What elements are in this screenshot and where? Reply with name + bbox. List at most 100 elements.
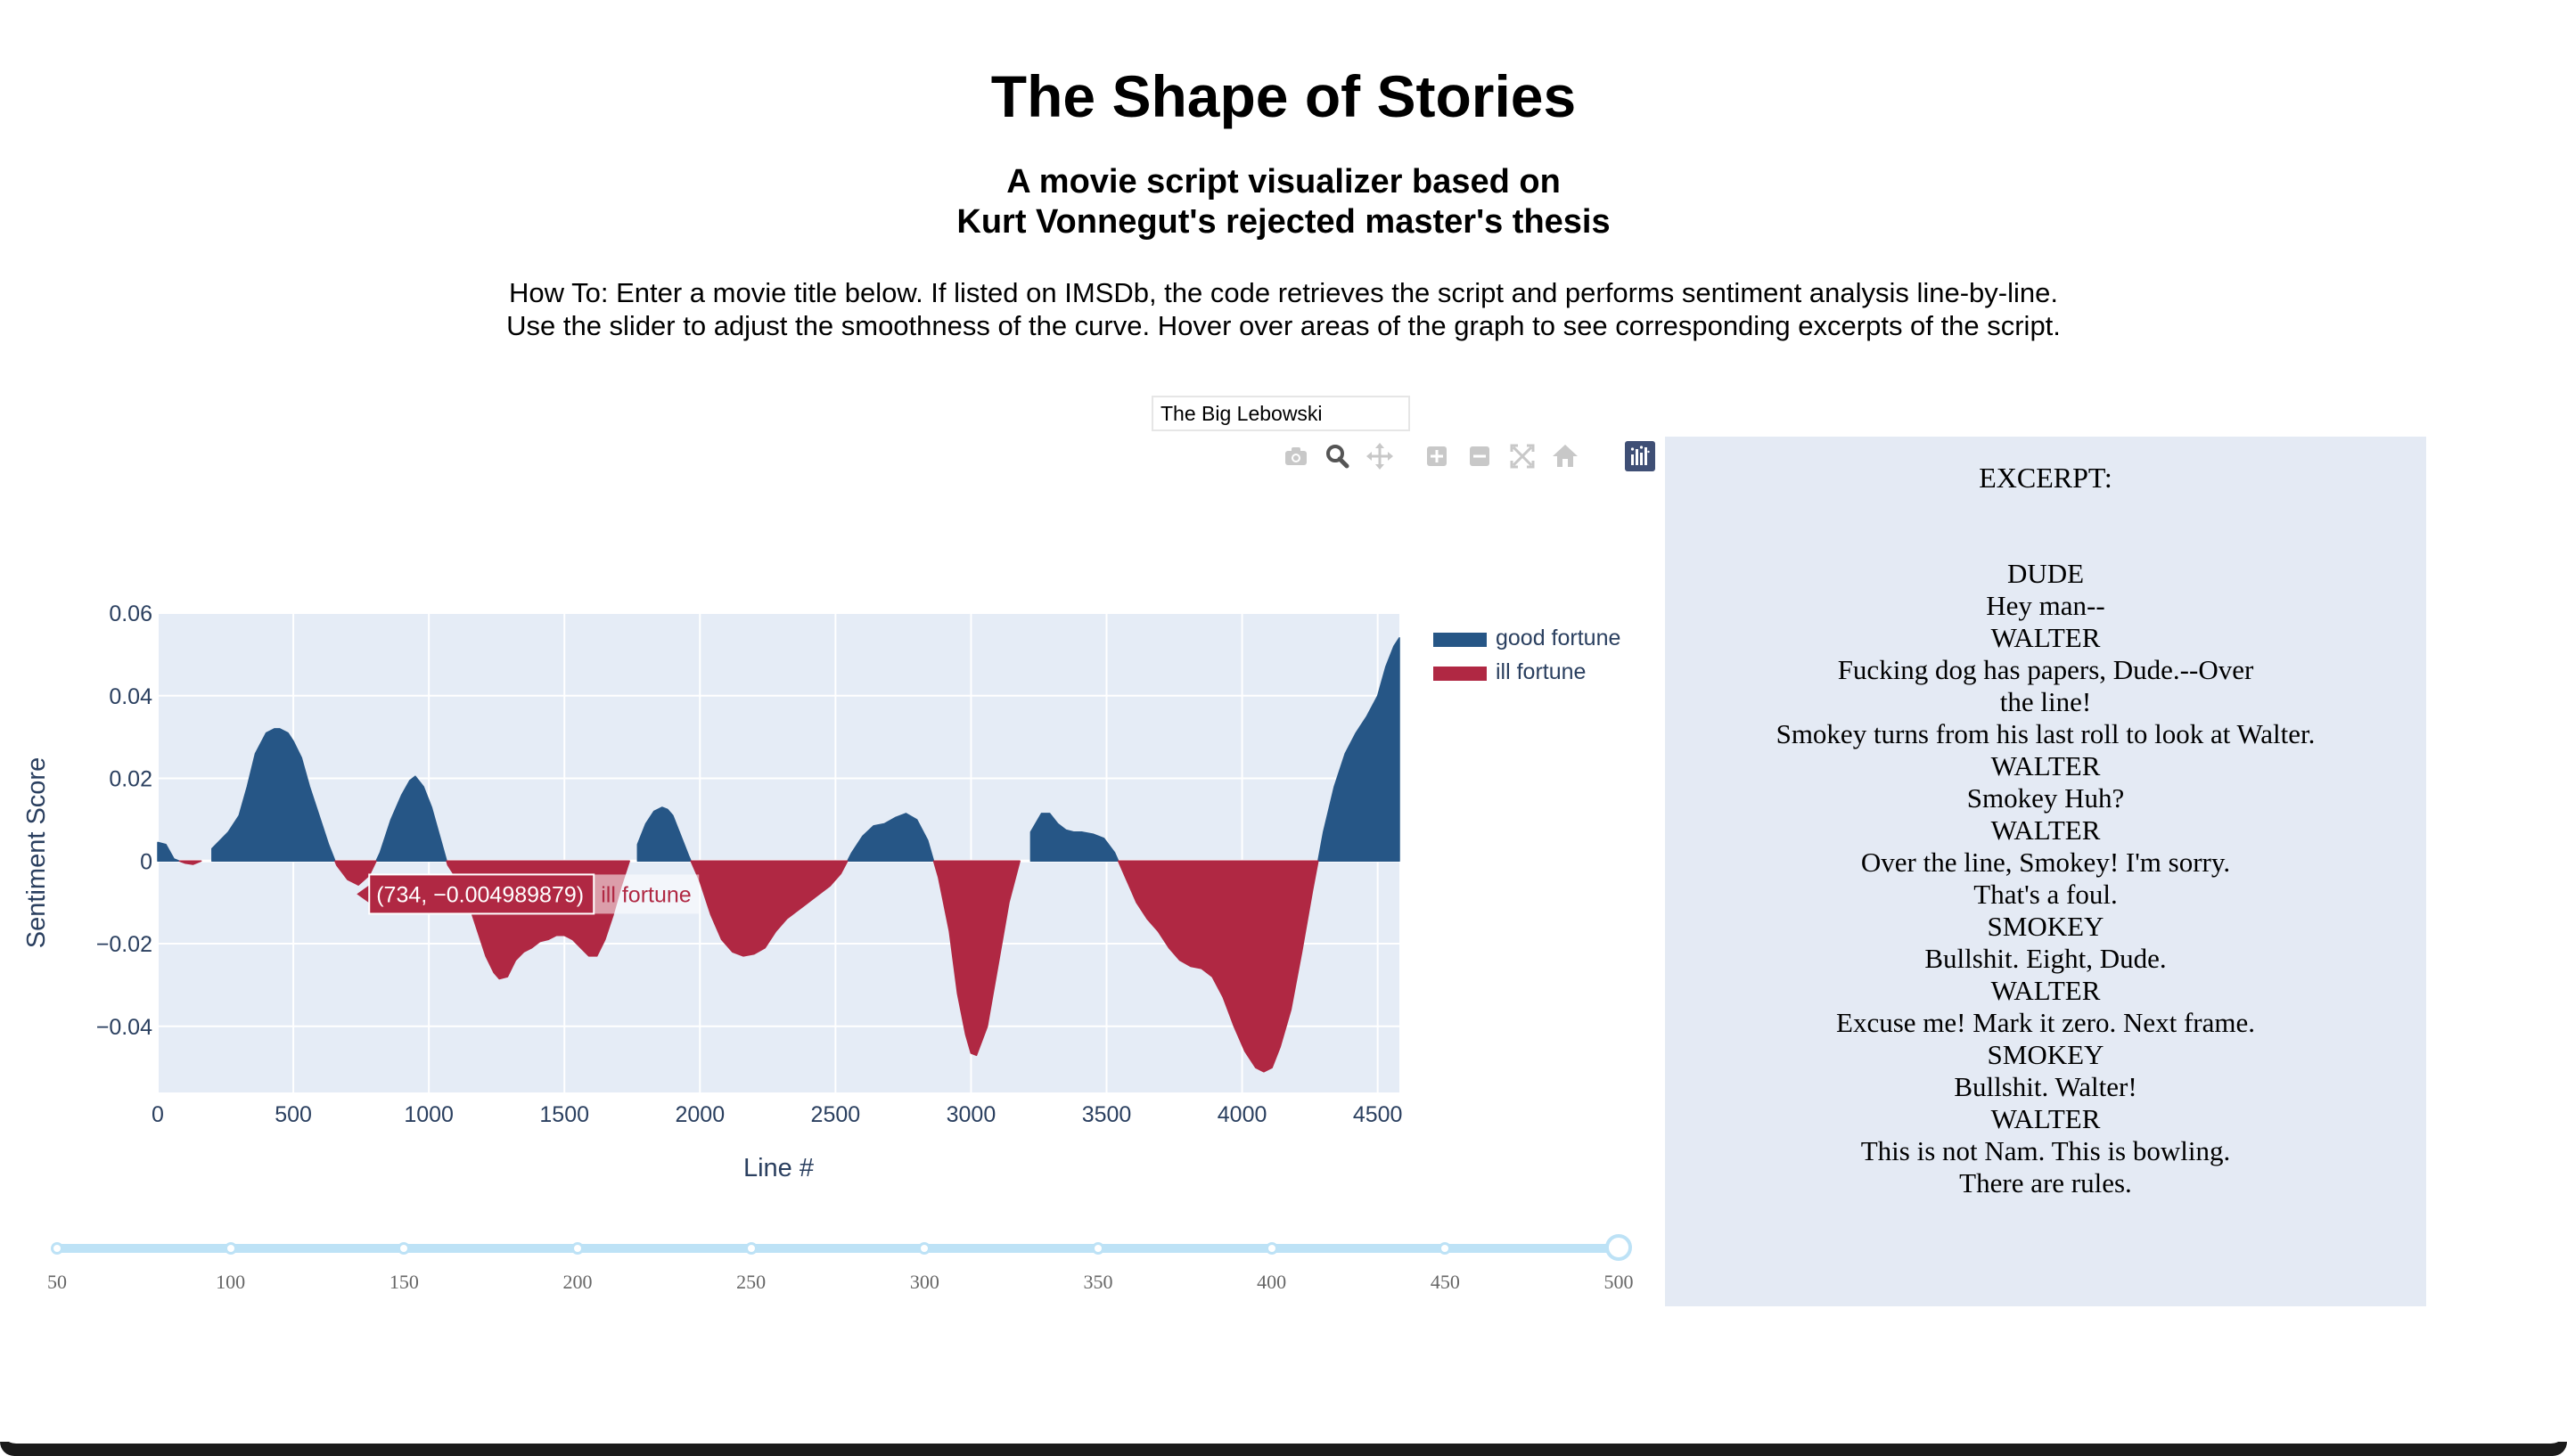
excerpt-line: WALTER [1990,622,2101,653]
excerpt-lines: DUDE Hey man-- WALTER Fucking dog has paper… [1665,558,2426,1199]
good-fortune-area[interactable] [1029,813,1119,863]
x-tick-label: 3500 [1082,1102,1132,1127]
excerpt-heading: EXCERPT: [1979,462,2112,494]
ill-fortune-area[interactable] [178,860,202,865]
excerpt-line: Excuse me! Mark it zero. Next frame. [1836,1007,2255,1038]
good-fortune-area[interactable] [1317,637,1400,863]
good-fortune-area[interactable] [636,806,692,863]
y-tick-label: −0.04 [96,1015,152,1040]
pan-icon[interactable] [1364,440,1396,472]
sentiment-chart[interactable]: 0 500 1000 1500 2000 2500 3000 3500 4000 4500 −0.0… [0,481,1658,1283]
legend-label-ill: ill fortune [1496,659,1587,684]
excerpt-line: Smokey turns from his last roll to look … [1776,718,2316,749]
excerpt-line: SMOKEY [1987,911,2104,942]
movie-title-input[interactable] [1152,396,1410,431]
excerpt-line: Smokey Huh? [1966,782,2125,814]
plotly-logo-icon[interactable] [1624,440,1656,472]
window-frame-inner [0,1426,2567,1444]
x-tick-label: 4500 [1353,1102,1403,1127]
excerpt-line: This is not Nam. This is bowling. [1860,1135,2231,1166]
zoom-out-icon[interactable] [1464,440,1496,472]
home-icon[interactable] [1549,440,1581,472]
excerpt-line: DUDE [2006,558,2085,589]
slider-mark-label: 50 [47,1271,67,1293]
excerpt-line: Hey man-- [1986,590,2105,621]
excerpt-line: That's a foul. [1973,879,2118,910]
excerpt-line: WALTER [1990,1103,2101,1134]
camera-icon[interactable] [1280,440,1312,472]
excerpt-line: Bullshit. Walter! [1954,1071,2137,1102]
slider-mark-label: 200 [562,1271,593,1293]
smoothness-slider[interactable]: 50 100 150 200 250 300 350 400 450 500 [47,1234,1634,1306]
slider-mark-label: 500 [1603,1271,1634,1293]
slider-dot[interactable] [1092,1242,1104,1255]
legend-swatch-good [1433,633,1487,647]
y-axis-title: Sentiment Score [22,757,51,948]
x-tick-label: 2000 [675,1102,725,1127]
slider-track[interactable] [57,1244,1619,1253]
slider-dot[interactable] [51,1242,63,1255]
ill-fortune-area[interactable] [334,860,377,886]
excerpt-line: WALTER [1990,814,2101,846]
slider-handle[interactable] [1605,1234,1632,1261]
slider-mark-label: 300 [909,1271,939,1293]
hover-pointer [357,885,370,904]
page-title: The Shape of Stories [990,63,1577,129]
ill-fortune-area[interactable] [932,860,1021,1057]
excerpt-line: SMOKEY [1987,1039,2104,1070]
slider-dot[interactable] [1265,1242,1278,1255]
slider-mark-label: 250 [736,1271,767,1293]
slider-mark-label: 150 [389,1271,419,1293]
subtitle-line-1: A movie script visualizer based on [1006,163,1561,200]
legend-swatch-ill [1433,667,1487,681]
excerpt-line: Fucking dog has papers, Dude.--Over [1837,654,2254,685]
window-frame-edge [0,1442,2567,1456]
zoom-icon[interactable] [1321,440,1353,472]
excerpt-line: the line! [1999,686,2092,717]
good-fortune-area[interactable] [157,841,181,863]
y-tick-label: 0.04 [109,684,152,709]
slider-dot[interactable] [1439,1242,1452,1255]
excerpt-line: WALTER [1990,975,2101,1006]
instructions-line-1: How To: Enter a movie title below. If li… [509,277,2058,308]
x-tick-label: 500 [275,1102,312,1127]
instructions-line-2: Use the slider to adjust the smoothness … [506,310,2061,341]
slider-mark-label: 450 [1430,1271,1460,1293]
x-tick-label: 1500 [539,1102,589,1127]
slider-mark-label: 400 [1257,1271,1287,1293]
ill-fortune-area[interactable] [1117,860,1319,1073]
x-tick-label: 1000 [404,1102,454,1127]
good-fortune-area[interactable] [375,775,447,863]
slider-mark-label: 350 [1083,1271,1113,1293]
slider-dot[interactable] [398,1242,411,1255]
y-tick-label: 0.06 [109,601,152,626]
legend-label-good: good fortune [1496,626,1621,650]
excerpt-panel: EXCERPT: DUDE Hey man-- WALTER Fucking dog … [1665,437,2426,1306]
x-tick-label: 4000 [1218,1102,1267,1127]
slider-dot[interactable] [224,1242,237,1255]
instructions: How To: Enter a movie title below. If li… [0,276,2567,342]
hover-series-label: ill fortune [601,882,691,907]
slider-mark-label: 100 [216,1271,246,1293]
excerpt-line: Bullshit. Eight, Dude. [1924,943,2167,974]
y-tick-label: −0.02 [96,932,152,957]
good-fortune-area[interactable] [211,728,336,863]
slider-dot[interactable] [571,1242,584,1255]
slider-dot[interactable] [918,1242,931,1255]
excerpt-line: Over the line, Smokey! I'm sorry. [1860,847,2231,878]
plot-background[interactable] [158,613,1399,1092]
x-tick-label: 2500 [811,1102,861,1127]
zoom-in-icon[interactable] [1421,440,1453,472]
autoscale-icon[interactable] [1506,440,1538,472]
hover-value-label: (734, −0.004989879) [376,882,584,907]
excerpt-line: There are rules. [1959,1167,2132,1198]
subtitle-line-2: Kurt Vonnegut's rejected master's thesis [956,203,1611,241]
good-fortune-area[interactable] [847,813,935,863]
excerpt-line: WALTER [1990,750,2101,781]
slider-dot[interactable] [744,1242,758,1255]
page-subtitle: A movie script visualizer based on Kurt … [0,162,2567,242]
y-tick-label: 0 [140,849,152,874]
x-tick-label: 3000 [947,1102,996,1127]
chart-svg[interactable]: 0 500 1000 1500 2000 2500 3000 3500 4000 4500 −0.0… [0,481,1658,1283]
ill-fortune-area[interactable] [690,860,849,957]
